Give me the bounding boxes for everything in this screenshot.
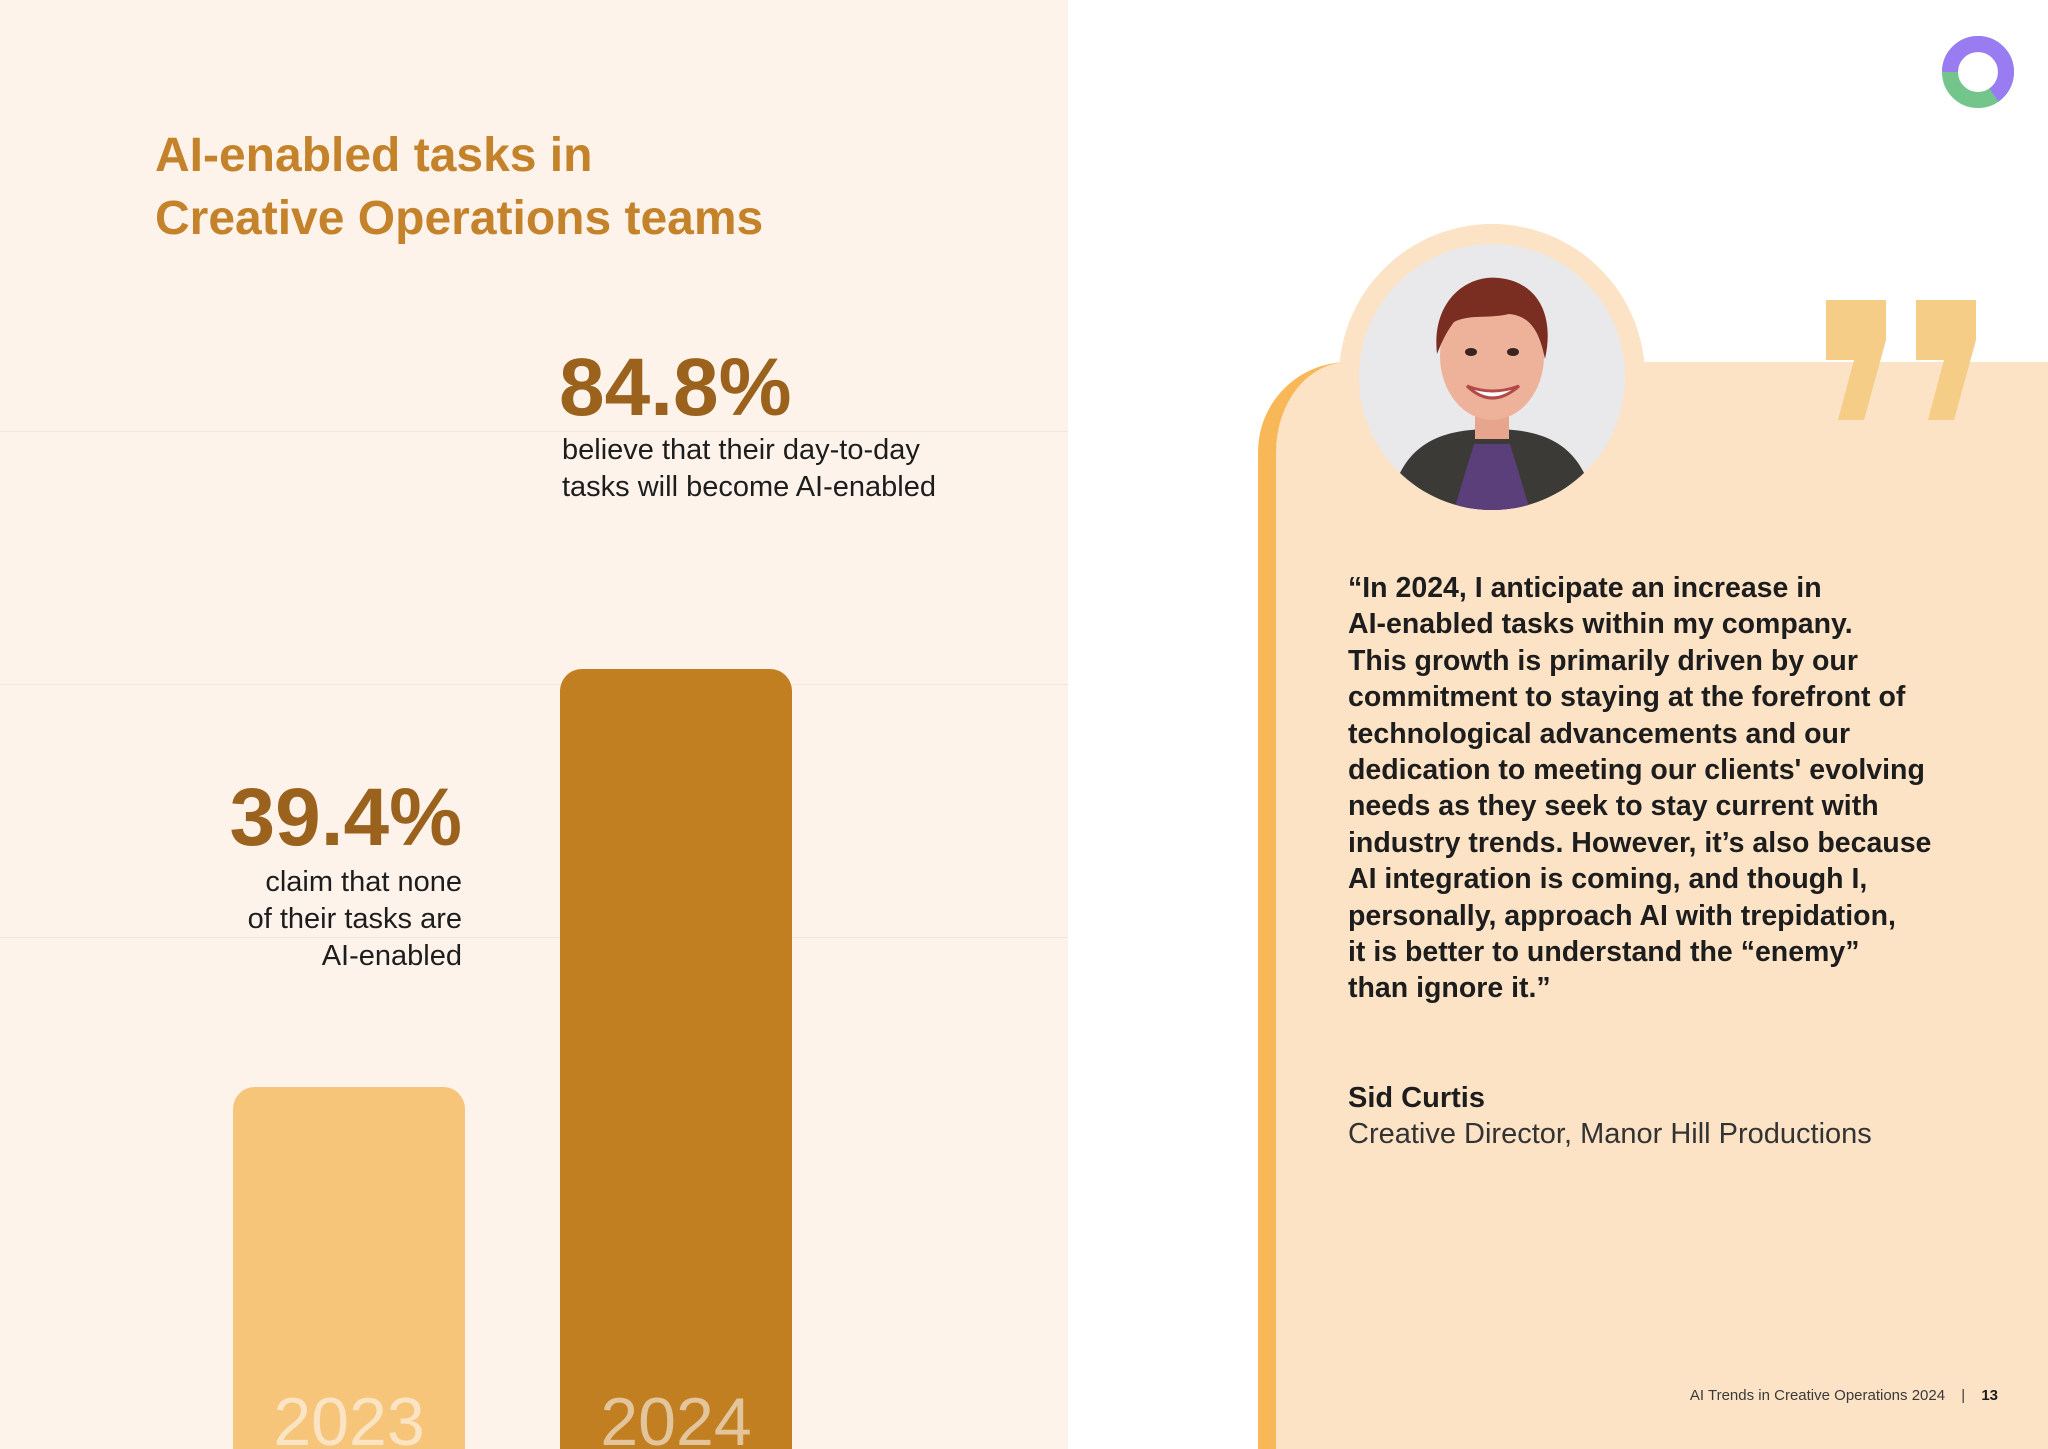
quote-line: dedication to meeting our clients' evolv… [1348,754,1925,787]
footer-separator: | [1961,1387,1966,1404]
stat-value-2023: 39.4% [229,772,462,863]
quote-line: than ignore it.” [1348,972,1551,1005]
stat-description-line: AI-enabled [321,940,462,972]
quote-line: personally, approach AI with trepidation… [1348,899,1896,932]
stat-description-2023: claim that none of their tasks are AI-en… [248,864,462,975]
stat-description-line: of their tasks are [247,903,462,935]
quote-line: needs as they seek to stay current with [1348,790,1879,823]
portrait-photo [1359,244,1625,510]
quote-line: This growth is primarily driven by our [1348,644,1858,677]
stat-description-line: tasks will become AI-enabled [562,471,936,503]
page-footer: AI Trends in Creative Operations 2024 | … [1690,1387,1998,1404]
quote-line: AI-enabled tasks within my company. [1348,608,1853,641]
quote-line: industry trends. However, it’s also beca… [1348,826,1932,859]
page-title-line-1: AI-enabled tasks in [155,129,593,182]
gridline [0,684,1068,685]
footer-doc-title: AI Trends in Creative Operations 2024 [1689,1387,1946,1404]
closing-quote-icon [1826,300,1976,420]
bar-2024: 2024 [560,669,792,1449]
quote-line: AI integration is coming, and though I, [1348,863,1868,896]
quote-card [1258,362,2048,1449]
gridline [0,431,1068,432]
page-title: AI-enabled tasks in Creative Operations … [155,124,763,250]
quote-line: “In 2024, I anticipate an increase in [1348,572,1822,604]
page-title-line-2: Creative Operations teams [155,192,764,245]
quote-line: it is better to understand the “enemy” [1348,936,1860,969]
stat-value-2024: 84.8% [559,342,792,433]
quote-author-role: Creative Director, Manor Hill Production… [1348,1118,1872,1150]
gridline [0,937,1068,938]
quote-text: “In 2024, I anticipate an increase in AI… [1348,570,2008,1007]
bar-label-2024: 2024 [600,1384,752,1449]
stat-description-line: believe that their day-to-day [562,434,920,466]
bar-2023: 2023 [233,1087,465,1449]
quote-line: commitment to staying at the forefront o… [1348,681,1906,714]
chart-panel: AI-enabled tasks in Creative Operations … [0,0,1068,1449]
bar-label-2023: 2023 [273,1384,425,1449]
quote-line: technological advancements and our [1348,717,1851,750]
stat-description-line: claim that none [265,866,462,898]
quote-author-name: Sid Curtis [1348,1082,1485,1114]
ring-logo-icon [1942,36,2015,108]
stat-description-2024: believe that their day-to-day tasks will… [562,432,936,506]
page-number: 13 [1981,1387,1998,1404]
